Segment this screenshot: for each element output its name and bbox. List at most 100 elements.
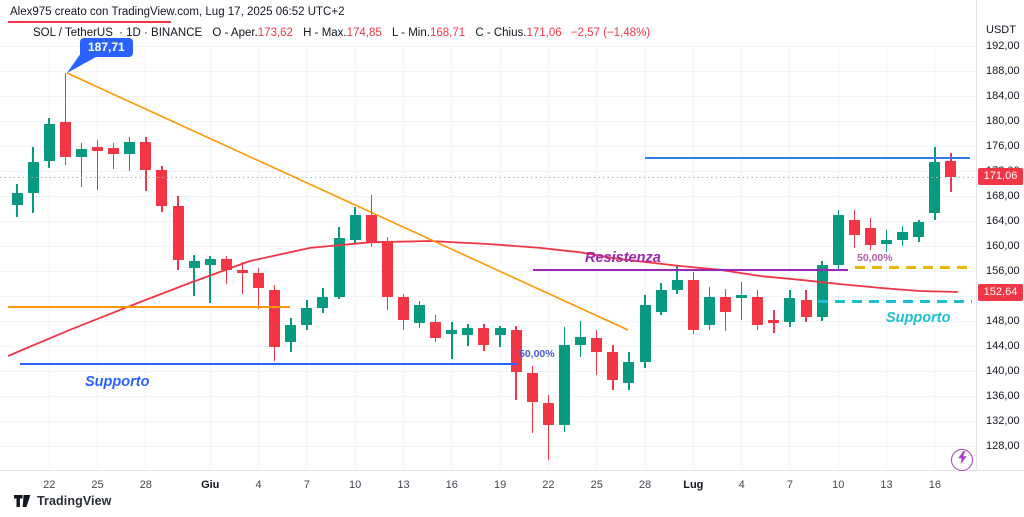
grid-vline	[306, 46, 308, 470]
high-value: 174,85	[346, 27, 382, 39]
chart-plot-area[interactable]: Supporto Resistenza Supporto 50,00% 50,00% 1…	[0, 0, 976, 470]
time-tick-label: 28	[139, 479, 152, 491]
drawing-fib-50-maggio[interactable]	[8, 306, 290, 309]
descending-trendline[interactable]	[66, 72, 629, 331]
candle-body	[881, 239, 893, 244]
symbol-title[interactable]: SOL / TetherUS	[33, 27, 113, 39]
candle-wick	[547, 394, 550, 460]
price-axis-badge: 171,06	[978, 168, 1023, 186]
time-axis[interactable]: 22 25 28 Giu 4 7 10 13 16 19 22 25 28 Lug 4 7 10 13 16	[0, 470, 1024, 517]
grid-vline	[451, 46, 453, 470]
annotation-text[interactable]: Supporto	[85, 374, 150, 390]
price-tick-label: 132,00	[986, 415, 1020, 427]
candle-body	[752, 297, 764, 325]
candle-body	[736, 294, 748, 298]
tradingview-logo-text: TradingView	[37, 494, 112, 508]
last-price-line	[0, 176, 975, 178]
annotation-text[interactable]: Resistenza	[585, 250, 661, 266]
grid-vline	[402, 46, 404, 470]
time-tick-label: 22	[542, 479, 555, 491]
candle-body	[220, 259, 232, 270]
time-tick-label: 4	[255, 479, 262, 491]
price-tick-label: 164,00	[986, 215, 1020, 227]
close-label: C - Chius.	[475, 27, 527, 39]
grid-hline	[0, 345, 976, 347]
grid-vline	[499, 46, 501, 470]
drawing-supporto-maggio[interactable]	[20, 362, 517, 366]
symbol-legend[interactable]: SOL / TetherUS · 1D · BINANCE O - Aper.1…	[33, 27, 650, 39]
symbol-meta: · 1D · BINANCE	[119, 27, 203, 39]
candle-wick	[241, 262, 244, 294]
time-tick-label: 16	[445, 479, 458, 491]
candle-body	[913, 221, 925, 237]
candle-body	[575, 337, 587, 345]
candle-body	[75, 148, 87, 158]
candle-body	[832, 214, 844, 266]
candle-body	[687, 279, 699, 330]
price-callout[interactable]: 187,71	[80, 38, 133, 57]
time-tick-label: 25	[590, 479, 603, 491]
candle-wick	[740, 281, 743, 320]
time-tick-label: 10	[349, 479, 362, 491]
drawing-resistenza-viola[interactable]	[533, 268, 848, 271]
candle-body	[720, 297, 732, 312]
candle-body	[317, 297, 329, 308]
currency-label: USDT	[986, 24, 1016, 36]
high-label: H - Max.	[303, 27, 347, 39]
grid-hline	[0, 95, 976, 97]
price-tick-label: 140,00	[986, 365, 1020, 377]
candle-body	[542, 402, 554, 425]
price-tick-label: 148,00	[986, 315, 1020, 327]
candle-body	[301, 307, 313, 325]
price-tick-label: 192,00	[986, 40, 1020, 52]
grid-vline	[97, 46, 98, 470]
candle-wick	[595, 329, 598, 375]
drawing-supporto-ciano[interactable]	[818, 299, 972, 303]
low-value: 168,71	[429, 27, 466, 39]
open-value: 173,62	[257, 27, 293, 39]
candle-body	[768, 319, 780, 323]
candle-wick	[451, 321, 453, 359]
drawing-fib-50-luglio[interactable]	[855, 266, 972, 270]
lightning-button[interactable]	[951, 449, 973, 471]
grid-hline	[0, 445, 976, 447]
annotation-text[interactable]: 50,00%	[519, 348, 555, 360]
annotation-text[interactable]: 50,00%	[857, 252, 893, 264]
annotation-text[interactable]: Supporto	[886, 310, 951, 326]
candle-body	[381, 241, 393, 298]
price-tick-label: 144,00	[986, 340, 1020, 352]
time-tick-label: Giu	[201, 479, 220, 491]
price-tick-label: 128,00	[986, 440, 1020, 452]
candle-body	[800, 299, 812, 317]
candle-body	[494, 327, 506, 335]
candle-body	[236, 269, 248, 273]
grid-hline	[0, 420, 976, 422]
low-label: L - Min.	[392, 27, 430, 39]
candle-body	[269, 290, 281, 347]
change-value: −2,57 (−1,48%)	[570, 27, 651, 39]
candle-body	[848, 219, 860, 235]
price-axis[interactable]: USDT 192,00188,00184,00180,00176,00172,0…	[976, 0, 1024, 470]
candle-body	[655, 290, 667, 312]
candle-body	[108, 147, 120, 155]
candle-body	[929, 161, 941, 213]
grid-vline	[145, 46, 147, 470]
tradingview-logo[interactable]: TradingView	[14, 494, 112, 508]
drawing-resistenza-top[interactable]	[645, 156, 970, 159]
grid-hline	[0, 220, 976, 222]
grid-hline	[0, 320, 976, 322]
candle-body	[285, 324, 297, 343]
time-tick-label: 16	[928, 479, 941, 491]
attribution-underline	[8, 21, 171, 23]
candle-body	[526, 372, 538, 403]
price-tick-label: 176,00	[986, 140, 1020, 152]
candle-wick	[112, 142, 115, 169]
time-tick-label: 19	[493, 479, 507, 491]
time-tick-label: 22	[43, 479, 56, 491]
candle-body	[623, 362, 635, 383]
time-tick-label: 28	[638, 479, 652, 491]
candle-body	[462, 327, 474, 335]
attribution-text: Alex975 creato con TradingView.com, Lug …	[10, 6, 345, 18]
grid-hline	[0, 45, 976, 47]
